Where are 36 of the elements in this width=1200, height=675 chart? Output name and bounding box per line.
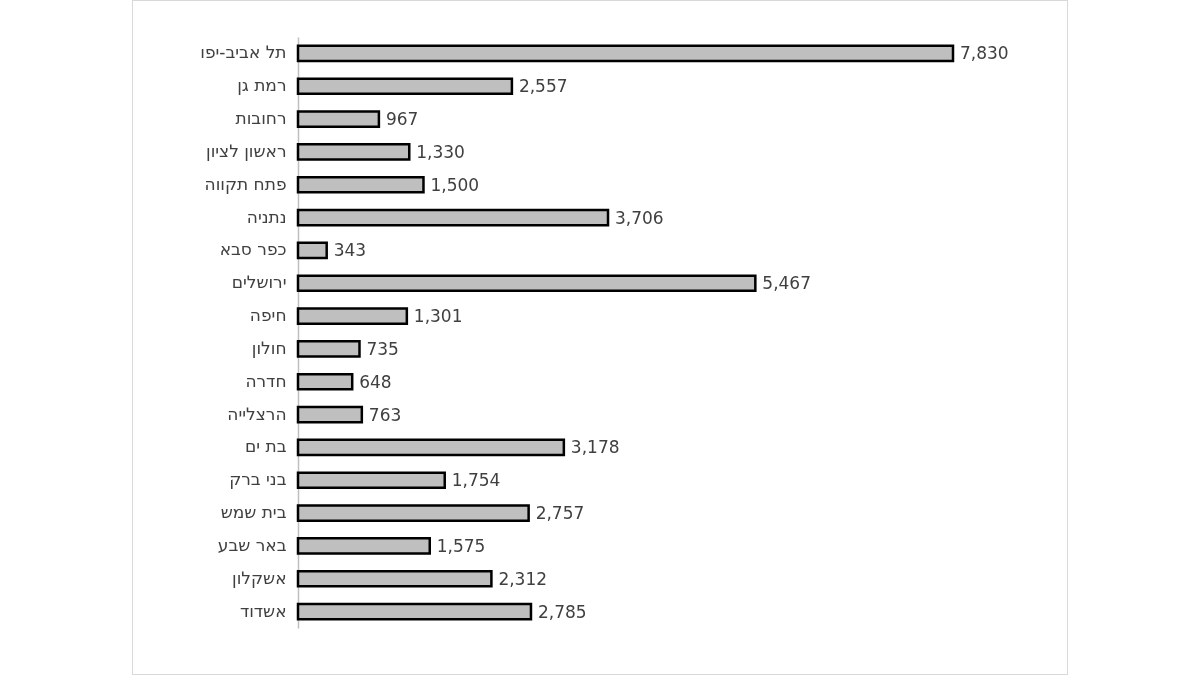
y-tick-label: תל אביב-יפו <box>200 42 287 63</box>
y-tick-label: בת ים <box>245 436 287 457</box>
y-tick-label: חיפה <box>249 305 287 326</box>
y-tick-label: רמת גן <box>237 75 287 96</box>
data-label: 1,330 <box>416 141 465 162</box>
data-label: 3,706 <box>615 207 664 228</box>
data-label: 3,178 <box>570 437 620 458</box>
data-label: 1,575 <box>436 535 486 556</box>
y-tick-label: ראשון לציון <box>206 140 287 161</box>
y-tick-label: כפר סבא <box>219 239 287 260</box>
data-label: 2,785 <box>537 601 587 622</box>
data-label: 648 <box>359 371 392 392</box>
y-tick-label: הרצלייה <box>227 403 287 424</box>
data-label: 2,757 <box>535 503 585 524</box>
y-tick-label: בית שמש <box>220 502 287 523</box>
data-label: 1,754 <box>451 470 501 491</box>
y-tick-label: אשדוד <box>239 600 287 621</box>
y-tick-label: בני ברק <box>229 469 287 490</box>
data-label: 343 <box>333 240 367 261</box>
data-label: 7,830 <box>960 43 1009 64</box>
data-label: 735 <box>366 338 399 359</box>
data-label: 2,312 <box>498 568 548 589</box>
y-tick-label: באר שבע <box>217 534 287 555</box>
y-tick-label: חדרה <box>245 370 287 391</box>
y-tick-label: חולון <box>251 337 287 358</box>
data-label: 763 <box>368 404 402 425</box>
y-tick-label: פתח תקווה <box>204 173 287 194</box>
y-tick-label: רחובות <box>235 108 287 129</box>
data-label: 1,301 <box>413 306 463 327</box>
y-tick-label: אשקלון <box>232 567 287 588</box>
data-label: 5,467 <box>762 273 811 294</box>
y-tick-label: ירושלים <box>231 272 287 293</box>
data-label: 1,500 <box>430 174 480 195</box>
y-tick-label: נתניה <box>246 206 287 227</box>
data-label: 967 <box>385 109 419 130</box>
data-label: 2,557 <box>518 76 568 97</box>
